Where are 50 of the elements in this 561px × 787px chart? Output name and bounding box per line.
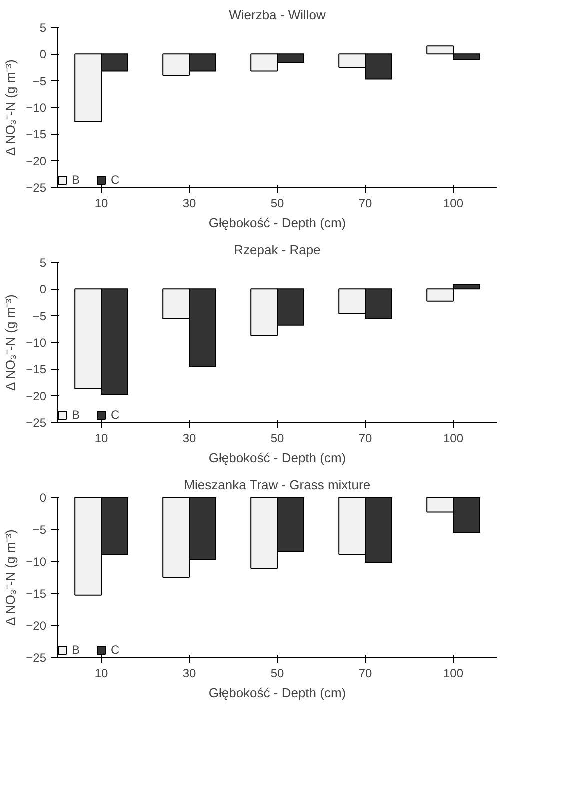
x-tick-label: 70: [358, 432, 372, 446]
y-tick-label: −5: [32, 309, 47, 324]
x-tick-label: 100: [443, 666, 464, 680]
y-tick-label: −20: [26, 154, 47, 168]
legend-label: B: [72, 408, 82, 422]
y-tick-label: −20: [26, 619, 47, 633]
x-tick-label: 10: [94, 196, 108, 210]
y-tick-label: 0: [40, 48, 47, 62]
chart-title: Mieszanka Traw - Grass mixture: [184, 478, 371, 492]
x-tick-label: 70: [358, 196, 372, 210]
y-tick-label: −25: [26, 416, 47, 430]
x-tick-label: 10: [94, 432, 108, 446]
y-tick-label: −20: [26, 389, 47, 404]
y-tick-label: −5: [32, 523, 47, 537]
x-tick-label: 30: [182, 196, 196, 210]
y-tick-label: 0: [40, 282, 47, 297]
y-tick-label: 5: [40, 21, 47, 35]
x-axis-title: Głębokość - Depth (cm): [208, 450, 346, 466]
y-tick-label: 5: [40, 256, 47, 270]
y-tick-label: −15: [26, 587, 47, 601]
y-axis-title: Δ NO₃⁻-N (g m⁻³): [3, 294, 18, 392]
legend-label: B: [72, 173, 82, 187]
x-tick-label: 100: [443, 432, 464, 446]
y-tick-label: −5: [32, 74, 47, 88]
y-tick-label: −25: [26, 181, 47, 195]
legend-label: B: [72, 643, 82, 657]
chart-title: Wierzba - Willow: [229, 8, 327, 22]
y-tick-label: −10: [26, 101, 47, 115]
legend-label: C: [111, 643, 121, 657]
y-tick-label: −25: [26, 651, 47, 665]
x-tick-label: 50: [270, 432, 284, 446]
y-axis-title: Δ NO₃⁻-N (g m⁻³): [3, 60, 18, 156]
y-tick-label: 0: [40, 491, 47, 505]
chart-title: Rzepak - Rape: [234, 242, 321, 258]
y-tick-label: −10: [26, 336, 47, 350]
x-axis-title: Głębokość - Depth (cm): [208, 216, 346, 230]
x-axis-title: Głębokość - Depth (cm): [208, 686, 346, 700]
x-tick-label: 50: [270, 666, 284, 680]
x-tick-label: 30: [182, 666, 196, 680]
x-tick-label: 30: [182, 432, 196, 446]
y-tick-label: −10: [26, 555, 47, 569]
x-tick-label: 50: [270, 196, 284, 210]
x-tick-label: 70: [358, 666, 372, 680]
legend-label: C: [111, 408, 121, 422]
y-tick-label: −15: [26, 362, 47, 377]
y-axis-title: Δ NO₃⁻-N (g m⁻³): [3, 530, 18, 626]
x-tick-label: 100: [443, 196, 464, 210]
x-tick-label: 10: [94, 666, 108, 680]
legend-label: C: [111, 173, 121, 187]
y-tick-label: −15: [26, 128, 47, 142]
